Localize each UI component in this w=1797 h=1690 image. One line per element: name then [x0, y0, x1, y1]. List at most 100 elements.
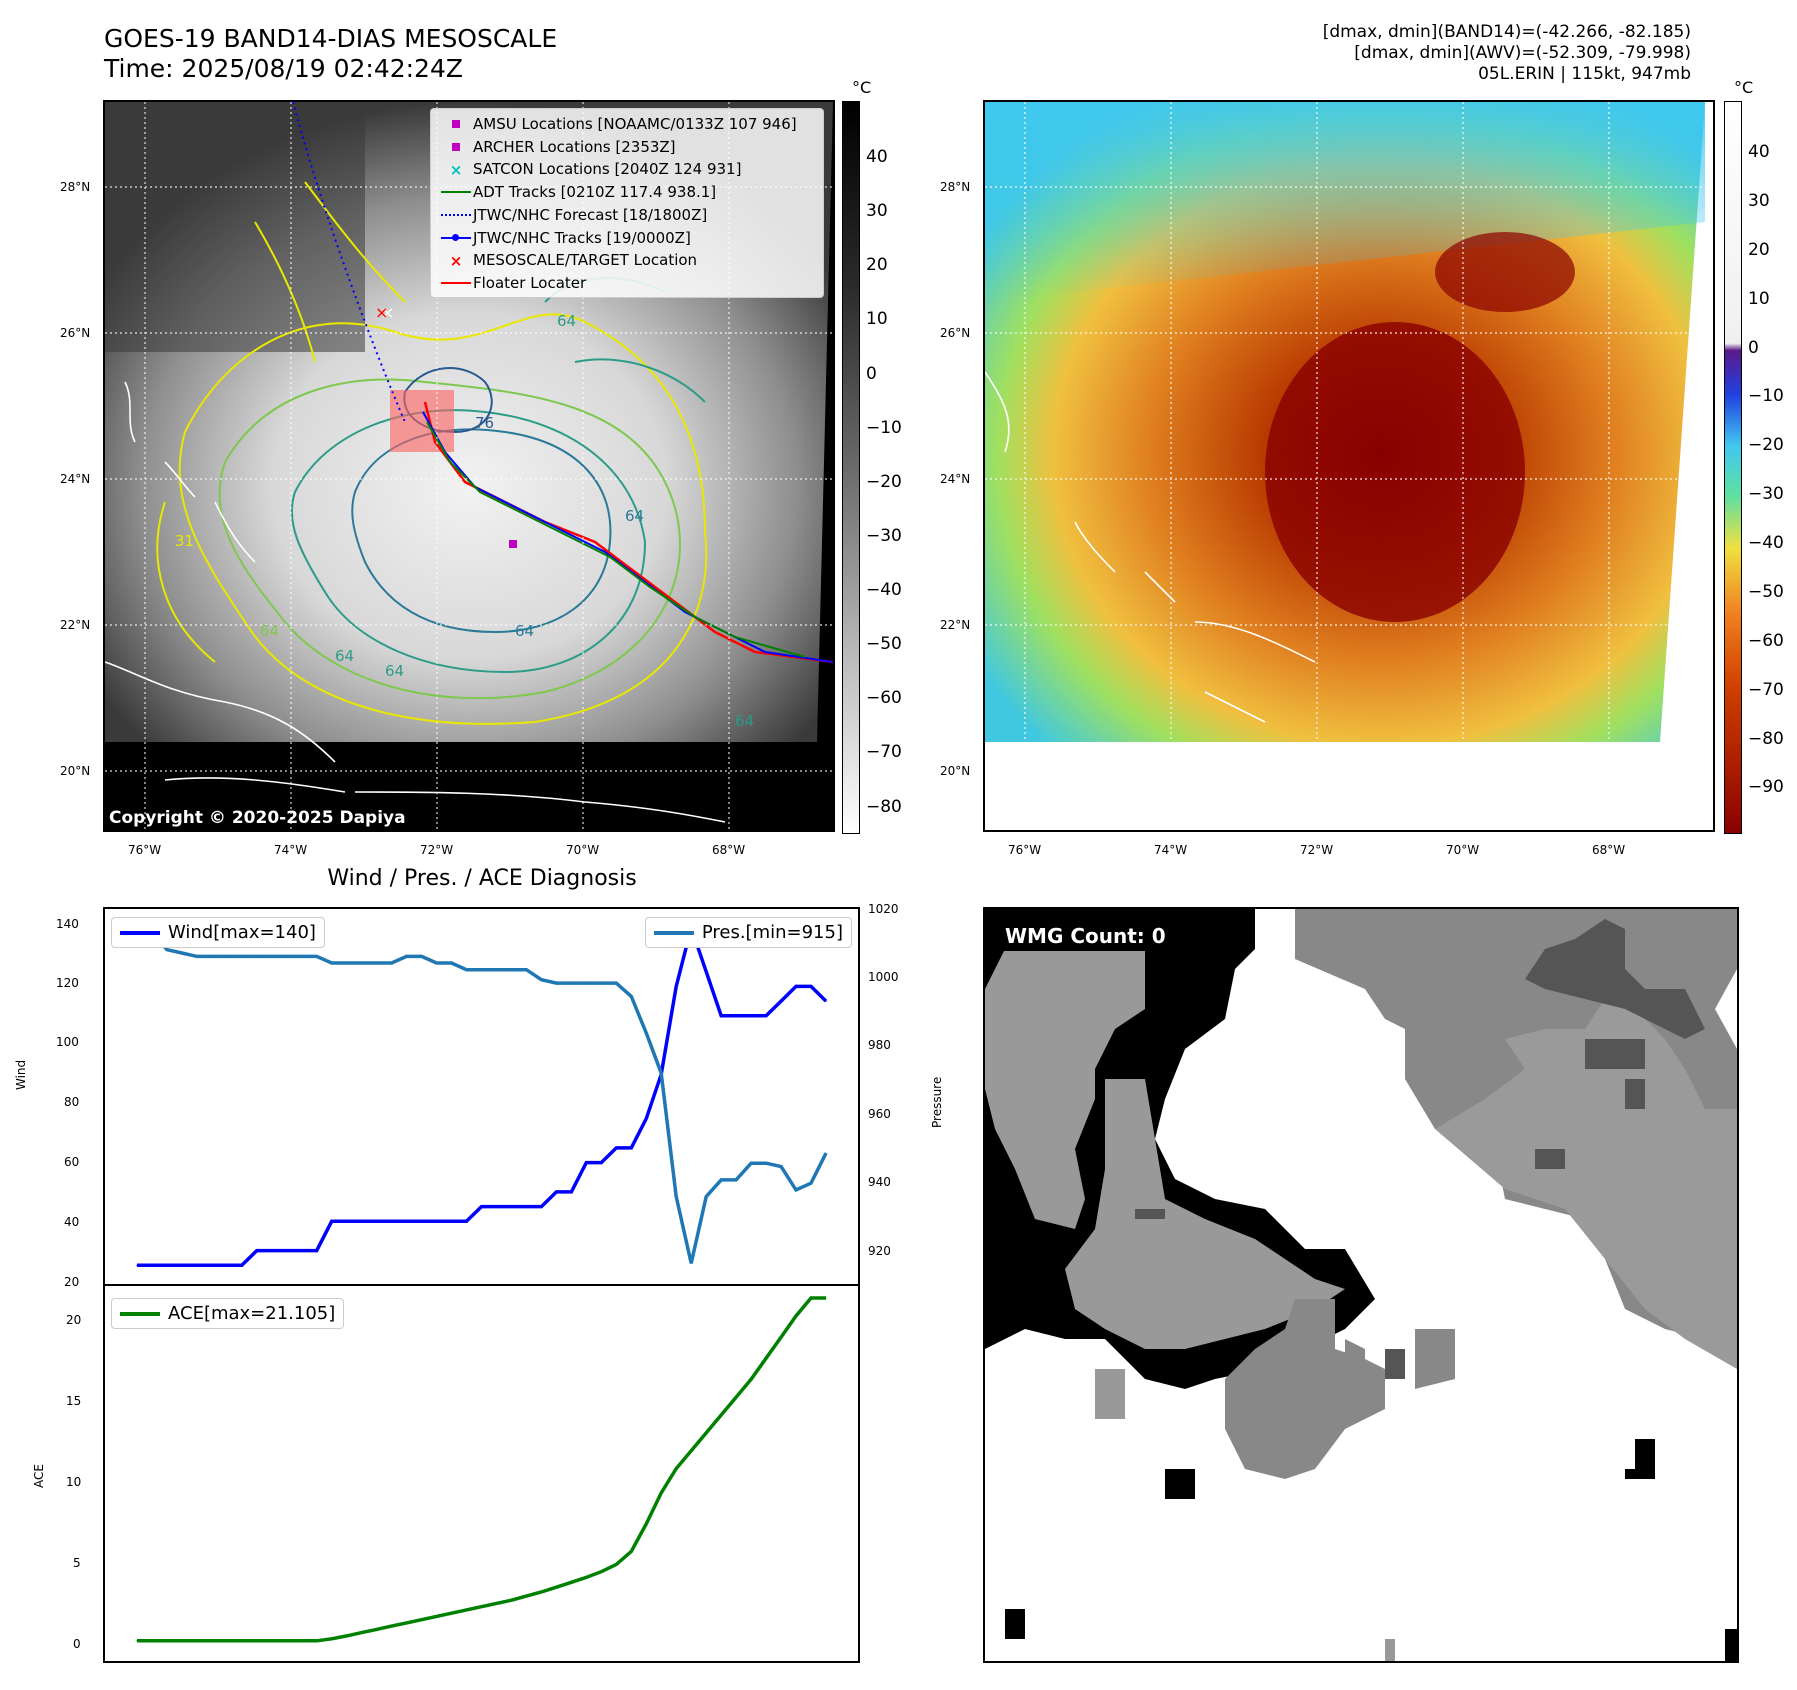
- svg-text:×: ×: [375, 303, 388, 322]
- ace-point: [391, 1625, 393, 1627]
- wind-legend-label: Wind[max=140]: [168, 922, 316, 943]
- pressure-point: [660, 1072, 662, 1074]
- pressure-point: [391, 962, 393, 964]
- pressure-point: [181, 952, 183, 954]
- colorbar-1-unit: °C: [852, 78, 872, 97]
- legend-item: AMSU Locations [NOAAMC/0133Z 107 946]: [439, 113, 815, 136]
- pressure-point: [510, 969, 513, 971]
- ace-point: [570, 1581, 572, 1583]
- contour-label: 64: [335, 647, 355, 665]
- ace-point: [525, 1595, 528, 1597]
- wind-point: [705, 971, 707, 973]
- lat-tick: 28°N: [60, 180, 91, 194]
- cb1-tick: −20: [866, 472, 902, 492]
- ace-point: [136, 1640, 138, 1642]
- ace-legend: ACE[max=21.105]: [111, 1298, 345, 1329]
- wind-point: [316, 1250, 318, 1252]
- ir-map-panel: × × 76 64 64 64 64 64 64 64 31 AMSU: [103, 100, 835, 832]
- ace-point: [825, 1297, 827, 1299]
- diag-title: Wind / Pres. / ACE Diagnosis: [327, 866, 637, 891]
- ace-point: [750, 1378, 752, 1380]
- ace-point: [316, 1640, 318, 1642]
- wind-point: [211, 1264, 213, 1266]
- wind-point: [735, 1015, 737, 1017]
- wind-ytick: 140: [56, 917, 79, 931]
- wind-point: [600, 1161, 602, 1164]
- pressure-point: [226, 955, 228, 957]
- colorbar-2-unit: °C: [1734, 78, 1754, 97]
- pressure-point: [495, 969, 498, 971]
- contour-label: 64: [735, 712, 755, 730]
- ace-point: [645, 1523, 647, 1525]
- pressure-series: [136, 931, 828, 1264]
- lon-tick: 74°W: [1154, 843, 1188, 857]
- lon-tick: 72°W: [1300, 843, 1334, 857]
- wind-point: [570, 1191, 572, 1193]
- legend-item: Floater Locater: [439, 272, 815, 295]
- ace-point: [705, 1432, 707, 1434]
- pressure-point: [286, 955, 288, 957]
- pres-legend-label: Pres.[min=915]: [701, 922, 843, 943]
- info-line-1: [dmax, dmin](BAND14)=(-42.266, -82.185): [1322, 22, 1691, 42]
- wind-point: [585, 1161, 587, 1164]
- ace-point: [450, 1612, 453, 1614]
- pres-ytick: 920: [868, 1244, 891, 1258]
- cb1-tick: −50: [866, 634, 902, 654]
- pressure-point: [630, 995, 632, 998]
- info-block: [dmax, dmin](BAND14)=(-42.266, -82.185) …: [1323, 22, 1691, 85]
- ace-point: [435, 1615, 438, 1618]
- wind-point: [630, 1147, 632, 1149]
- contour-label: 64: [557, 312, 577, 330]
- cb2-tick: −20: [1748, 435, 1784, 455]
- pressure-point: [166, 949, 168, 951]
- wind-point: [465, 1220, 468, 1222]
- pressure-point: [450, 962, 453, 964]
- ace-point: [495, 1602, 498, 1605]
- legend-item: × MESOSCALE/TARGET Location: [439, 249, 815, 272]
- wind-point: [346, 1220, 348, 1222]
- cb1-tick: 0: [866, 364, 877, 384]
- ace-point: [720, 1414, 722, 1416]
- pressure-point: [256, 955, 258, 957]
- lat-tick: 22°N: [940, 618, 971, 632]
- ace-point: [765, 1357, 767, 1359]
- pres-ylabel: Pressure: [930, 1076, 944, 1128]
- lat-tick: 24°N: [940, 472, 971, 486]
- pres-ytick: 1020: [868, 902, 899, 916]
- map-legend: AMSU Locations [NOAAMC/0133Z 107 946] AR…: [430, 108, 824, 298]
- pressure-point: [690, 1262, 692, 1264]
- ace-line: [137, 1296, 826, 1643]
- wind-ytick: 80: [64, 1095, 80, 1109]
- contour-label: 76: [475, 414, 495, 432]
- pressure-point: [750, 1162, 752, 1164]
- ace-point: [376, 1628, 378, 1630]
- ace-point: [226, 1640, 228, 1642]
- cb2-tick: −10: [1748, 386, 1784, 406]
- wind-point: [780, 1000, 782, 1002]
- lat-tick: 22°N: [60, 618, 91, 632]
- cb2-tick: 40: [1748, 142, 1770, 162]
- wind-point: [406, 1220, 408, 1222]
- cb2-tick: 10: [1748, 289, 1770, 309]
- ace-point: [585, 1576, 587, 1579]
- wind-point: [450, 1220, 453, 1222]
- ace-ytick: 20: [66, 1313, 82, 1327]
- cb1-tick: −70: [866, 742, 902, 762]
- wind-point: [286, 1250, 288, 1252]
- pressure-point: [331, 962, 333, 964]
- pres-legend-swatch: [653, 930, 694, 935]
- pressure-point: [780, 1165, 782, 1168]
- wind-point: [331, 1220, 333, 1222]
- pressure-point: [825, 1152, 827, 1154]
- lon-tick: 72°W: [420, 843, 454, 857]
- ace-ytick: 10: [66, 1475, 82, 1489]
- ace-panel: ACE[max=21.105]: [103, 1284, 860, 1663]
- pressure-point: [810, 1182, 812, 1184]
- pressure-point: [555, 982, 557, 984]
- pres-ytick: 980: [868, 1038, 891, 1052]
- ace-ylabel: ACE: [32, 1464, 46, 1488]
- ace-point: [690, 1450, 692, 1452]
- lon-tick: 76°W: [128, 843, 162, 857]
- wind-point: [301, 1250, 303, 1252]
- wind-legend-swatch: [120, 930, 160, 935]
